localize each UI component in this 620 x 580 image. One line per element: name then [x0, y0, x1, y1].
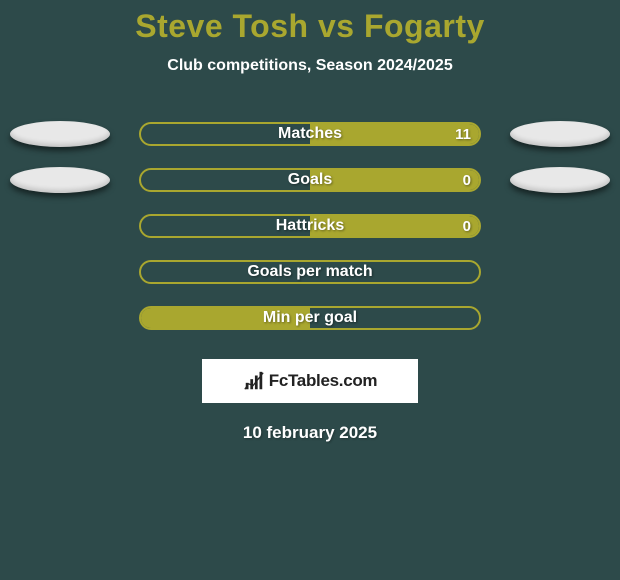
player-oval-left — [10, 167, 110, 193]
stat-row: Matches 11 — [0, 111, 620, 157]
stat-bar: Matches 11 — [139, 122, 481, 146]
stat-bar: Hattricks 0 — [139, 214, 481, 238]
stat-row: Hattricks 0 — [0, 203, 620, 249]
logo-text: FcTables.com — [269, 371, 378, 391]
infographic-container: Steve Tosh vs Fogarty Club competitions,… — [0, 0, 620, 443]
stat-value-right: 0 — [463, 172, 471, 189]
stat-row: Goals 0 — [0, 157, 620, 203]
stat-value-right: 0 — [463, 218, 471, 235]
stat-row: Goals per match — [0, 249, 620, 295]
stat-label: Min per goal — [263, 309, 357, 327]
stat-fill-right — [310, 170, 479, 190]
stat-bar: Min per goal — [139, 306, 481, 330]
page-title: Steve Tosh vs Fogarty — [0, 8, 620, 45]
bar-chart-icon — [243, 370, 265, 392]
player-oval-right — [510, 121, 610, 147]
stat-value-right: 11 — [455, 126, 471, 143]
logo-badge: FcTables.com — [202, 359, 418, 403]
subtitle: Club competitions, Season 2024/2025 — [0, 57, 620, 75]
stat-label: Goals per match — [247, 263, 372, 281]
stat-label: Matches — [278, 125, 342, 143]
logo-inner: FcTables.com — [243, 370, 378, 392]
stat-bar: Goals 0 — [139, 168, 481, 192]
player-oval-right — [510, 167, 610, 193]
date-line: 10 february 2025 — [0, 423, 620, 443]
stat-label: Goals — [288, 171, 332, 189]
player-oval-left — [10, 121, 110, 147]
stats-area: Matches 11 Goals 0 Hattricks 0 Goals per match… — [0, 111, 620, 341]
stat-bar: Goals per match — [139, 260, 481, 284]
stat-label: Hattricks — [276, 217, 344, 235]
stat-row: Min per goal — [0, 295, 620, 341]
